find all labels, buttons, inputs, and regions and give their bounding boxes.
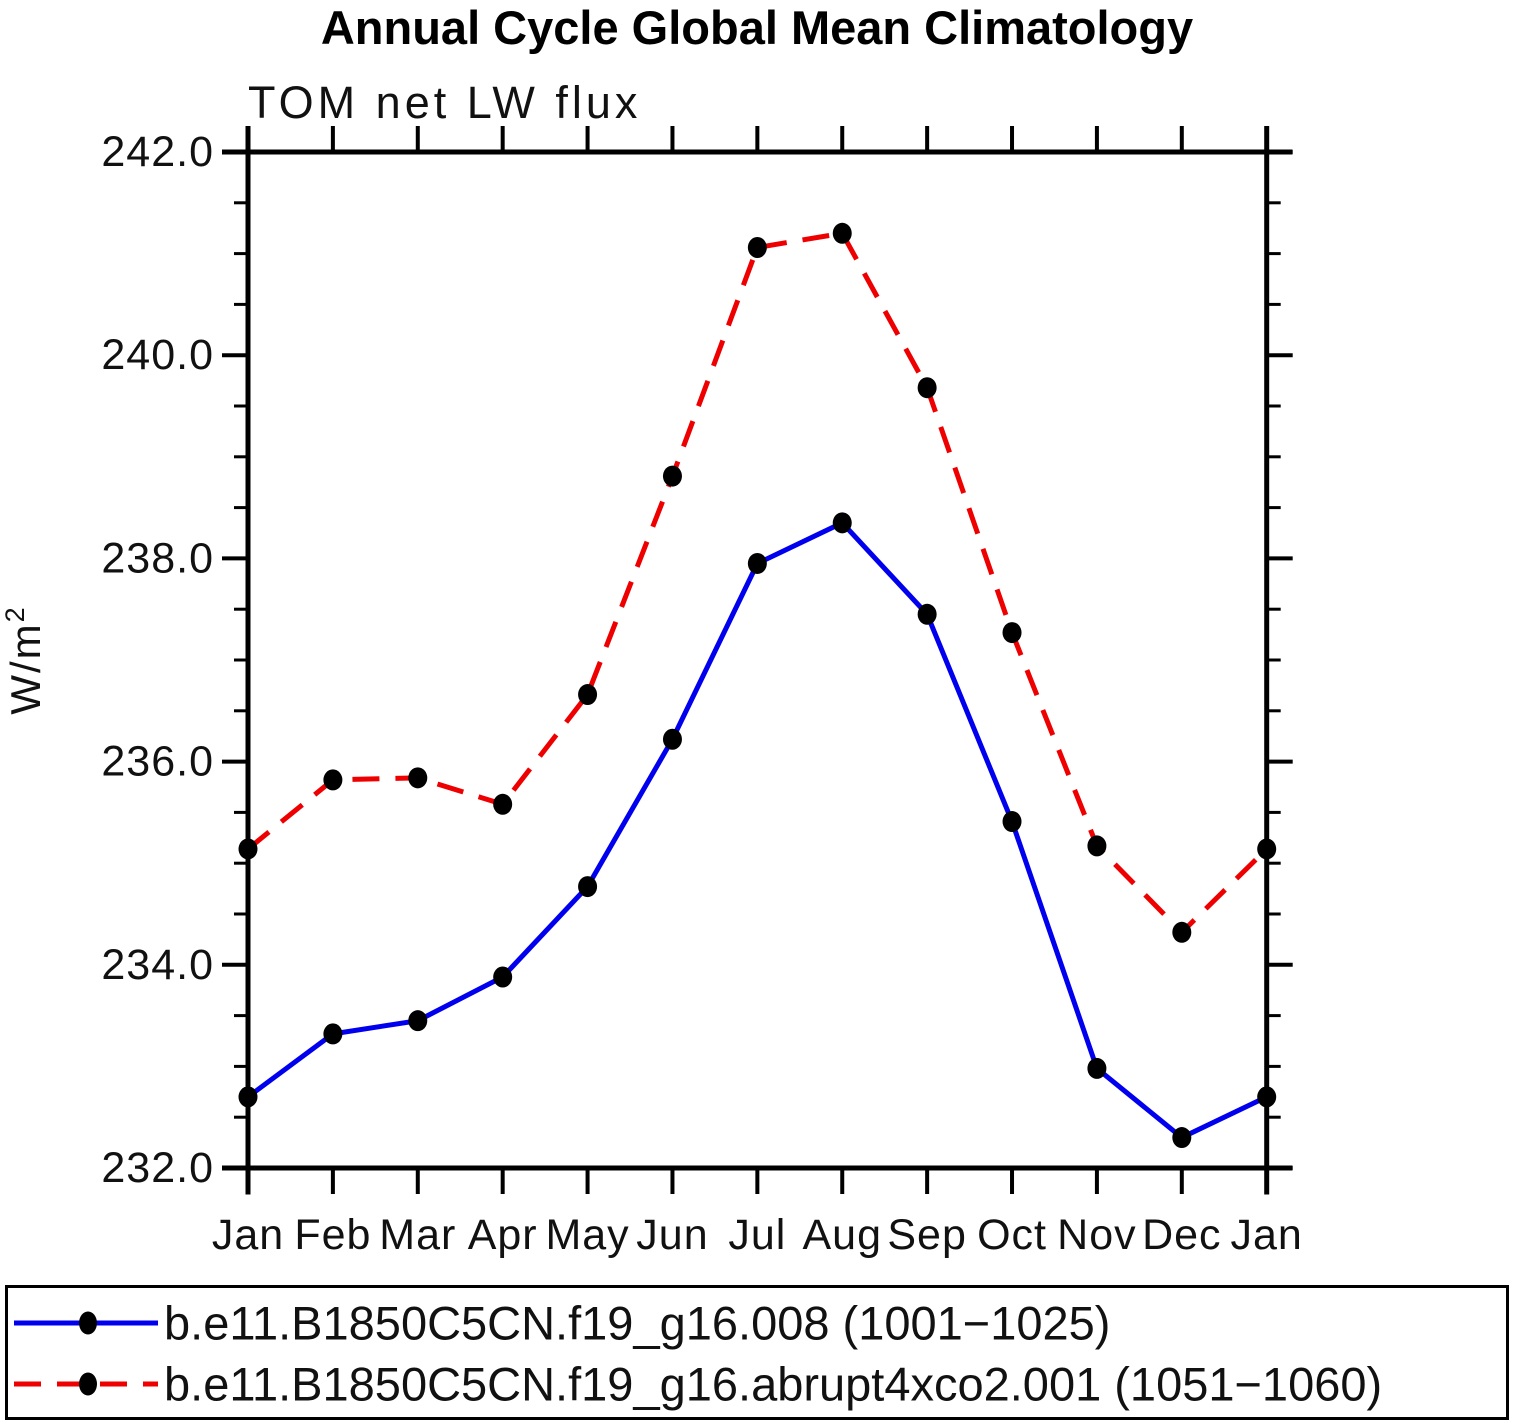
data-point-marker xyxy=(493,793,513,815)
data-point-marker xyxy=(493,966,513,988)
axes-frame: Jan Feb Mar Apr May Jun Jul Aug Sep Oct Nov Dec Jan2… xyxy=(101,126,1302,1259)
data-point-marker xyxy=(917,377,937,399)
data-point-marker xyxy=(1087,835,1107,857)
data-point-marker xyxy=(1002,811,1022,833)
legend-label: b.e11.B1850C5CN.f19_g16.abrupt4xco2.001 … xyxy=(164,1358,1382,1411)
plot-series xyxy=(238,222,1277,1149)
data-point-marker xyxy=(1257,838,1277,860)
y-axis-title: W/m2 xyxy=(0,605,49,714)
data-point-marker xyxy=(578,684,598,706)
data-point-marker xyxy=(408,767,428,789)
x-tick-label: May xyxy=(545,1211,629,1259)
y-axis-title-base: W/m xyxy=(2,622,49,714)
data-point-marker xyxy=(323,769,343,791)
data-point-marker xyxy=(1172,1127,1192,1149)
x-tick-label: Jan xyxy=(212,1211,284,1259)
data-point-marker xyxy=(1002,622,1022,644)
data-point-marker xyxy=(662,728,682,750)
legend-border xyxy=(5,1285,1509,1420)
x-tick-label: Jan xyxy=(1231,1211,1303,1259)
data-point-marker xyxy=(238,1086,258,1108)
x-tick-label: Jun xyxy=(636,1211,708,1259)
legend-label: b.e11.B1850C5CN.f19_g16.008 (1001−1025) xyxy=(164,1297,1110,1350)
legend-box: b.e11.B1850C5CN.f19_g16.008 (1001−1025) b… xyxy=(5,1285,1509,1420)
x-tick-label: Feb xyxy=(294,1211,371,1259)
data-point-marker xyxy=(238,838,258,860)
y-tick-label: 242.0 xyxy=(101,128,214,176)
data-point-marker xyxy=(917,603,937,625)
data-point-marker xyxy=(1172,921,1192,943)
x-tick-label: Aug xyxy=(802,1211,882,1259)
x-tick-label: Sep xyxy=(887,1211,967,1259)
data-point-marker xyxy=(747,552,767,574)
x-tick-label: Nov xyxy=(1057,1211,1136,1259)
data-point-marker xyxy=(1257,1086,1277,1108)
x-tick-label: Dec xyxy=(1142,1211,1221,1259)
chart-title: Annual Cycle Global Mean Climatology xyxy=(321,1,1193,54)
data-point-marker xyxy=(832,512,852,534)
x-tick-label: Oct xyxy=(977,1211,1047,1259)
legend-marker xyxy=(79,1372,97,1396)
data-point-marker xyxy=(662,465,682,487)
y-tick-label: 238.0 xyxy=(101,534,214,582)
legend-marker xyxy=(79,1311,97,1335)
y-axis-title-superscript: 2 xyxy=(0,605,30,622)
data-point-marker xyxy=(1087,1057,1107,1079)
chart-subtitle: TOM net LW flux xyxy=(248,77,641,128)
y-tick-label: 234.0 xyxy=(101,941,214,989)
x-tick-label: Mar xyxy=(379,1211,456,1259)
y-tick-label: 240.0 xyxy=(101,331,214,379)
data-point-marker xyxy=(832,222,852,244)
data-point-marker xyxy=(323,1023,343,1045)
x-tick-label: Apr xyxy=(468,1211,538,1259)
series-line-0 xyxy=(246,519,1268,1141)
series-line-1 xyxy=(246,230,1269,936)
x-tick-label: Jul xyxy=(728,1211,786,1259)
data-point-marker xyxy=(578,876,598,898)
data-point-marker xyxy=(747,237,767,259)
data-point-marker xyxy=(408,1010,428,1032)
y-tick-label: 236.0 xyxy=(101,738,214,786)
y-tick-label: 232.0 xyxy=(101,1144,214,1192)
